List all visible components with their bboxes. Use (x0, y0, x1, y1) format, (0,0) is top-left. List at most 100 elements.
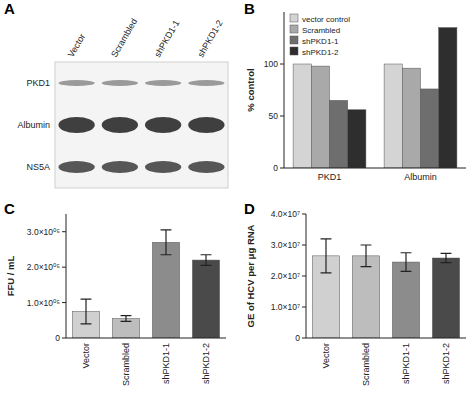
legend-label: shPKD1-2 (302, 48, 339, 57)
plot-area (72, 230, 219, 338)
band (188, 80, 224, 86)
x-tick-label: Vector (81, 343, 91, 369)
bar (432, 258, 459, 338)
band (102, 117, 138, 133)
lane-label: Scrambled (109, 17, 139, 59)
y-tick-label: 50 (269, 111, 279, 121)
panel: B PKD1 Albumin vector control Scrambled shPKD… (244, 0, 466, 182)
bar (439, 28, 457, 168)
legend-swatch (290, 14, 298, 22)
y-tick (302, 245, 306, 246)
x-tick-label: Scrambled (121, 343, 131, 386)
y-axis-label: % control (245, 68, 256, 111)
blot-membrane (55, 62, 228, 188)
panel: AVectorScrambledshPKD1-1shPKD1-2PKD1Albu… (4, 0, 228, 188)
band (188, 117, 224, 133)
band (145, 80, 181, 86)
bar (311, 66, 329, 168)
x-axis-line (284, 168, 466, 169)
y-tick (62, 231, 66, 232)
y-tick-label: 1.0×10⁷ (271, 302, 300, 312)
error-bar (81, 299, 92, 324)
error-bar (401, 253, 412, 272)
error-bar (201, 255, 212, 266)
row-label: PKD1 (26, 78, 50, 88)
bar (348, 110, 366, 168)
bar (421, 89, 439, 168)
legend-label: vector control (302, 15, 350, 24)
y-tick-label: 100 (264, 59, 278, 69)
bar (352, 256, 379, 338)
band (58, 161, 94, 173)
row-label: NS5A (26, 162, 50, 172)
x-tick-label: Vector (321, 343, 331, 369)
band (102, 161, 138, 173)
y-tick-label: 0 (55, 333, 60, 343)
row-label: Albumin (17, 120, 50, 130)
legend-label: Scrambled (302, 26, 340, 35)
panel-letter: A (4, 0, 15, 17)
error-bar (161, 230, 172, 255)
y-axis-label: FFU / mL (5, 255, 16, 296)
x-tick-label: shPKD1-1 (401, 343, 411, 384)
y-tick-label: 3.0×10⁰⁵ (27, 227, 60, 237)
error-bar (321, 239, 332, 273)
y-tick-label: 2.0×10⁰⁵ (27, 262, 60, 272)
band (188, 161, 224, 173)
band (58, 117, 94, 133)
x-tick-label: PKD1 (318, 172, 342, 182)
x-axis-line (66, 338, 226, 339)
panel: CVectorScrambledshPKD1-1shPKD1-201.0×10⁰… (4, 200, 226, 386)
bar (293, 64, 311, 168)
y-tick (302, 214, 306, 215)
y-axis-line (66, 214, 67, 338)
lane-label: shPKD1-1 (152, 18, 181, 59)
bar (384, 64, 402, 168)
bar (330, 100, 348, 168)
y-tick (62, 267, 66, 268)
band (145, 161, 181, 173)
legend-swatch (290, 36, 298, 44)
panel-letter: B (244, 0, 255, 17)
x-axis-line (306, 338, 466, 339)
legend-swatch (290, 47, 298, 55)
panel-letter: C (4, 200, 15, 217)
bar (192, 260, 219, 338)
y-tick (302, 338, 306, 339)
y-tick (302, 276, 306, 277)
band (145, 117, 181, 133)
bar (392, 262, 419, 338)
panel: D Vector Scrambled shPKD1-1 shPKD1-2 0 1.0×10⁷… (244, 200, 466, 386)
x-tick-label: shPKD1-1 (161, 343, 171, 384)
band (102, 80, 138, 86)
y-tick-label: 4.0×10⁷ (271, 209, 300, 219)
y-tick-label: 3.0×10⁷ (271, 240, 300, 250)
y-tick (302, 307, 306, 308)
plot-area (293, 28, 457, 168)
legend-swatch (290, 25, 298, 33)
plot-area (312, 239, 459, 338)
x-tick-label: shPKD1-2 (441, 343, 451, 384)
band (58, 80, 94, 86)
error-bar (121, 316, 132, 322)
y-tick (62, 302, 66, 303)
figure: A Vector Scrambled shPKD1-1 shPKD1-2 PKD1 Albu… (0, 0, 474, 398)
y-tick-label: 0 (295, 333, 300, 343)
x-tick-label: Scrambled (361, 343, 371, 386)
y-tick-label: 0 (273, 163, 278, 173)
error-bar (441, 253, 452, 262)
panel-letter: D (244, 200, 255, 217)
y-tick (62, 338, 66, 339)
legend-label: shPKD1-1 (302, 37, 339, 46)
y-tick (280, 168, 284, 169)
x-tick-label: Albumin (404, 172, 437, 182)
y-tick (280, 116, 284, 117)
bar (152, 242, 179, 338)
bar (402, 68, 420, 168)
lane-label: shPKD1-2 (195, 18, 224, 59)
y-tick-label: 1.0×10⁰⁵ (27, 298, 60, 308)
y-tick-label: 2.0×10⁷ (271, 271, 300, 281)
y-axis-line (284, 12, 285, 168)
error-bar (361, 245, 372, 267)
y-axis-label: GE of HCV per μg RNA (245, 224, 256, 327)
